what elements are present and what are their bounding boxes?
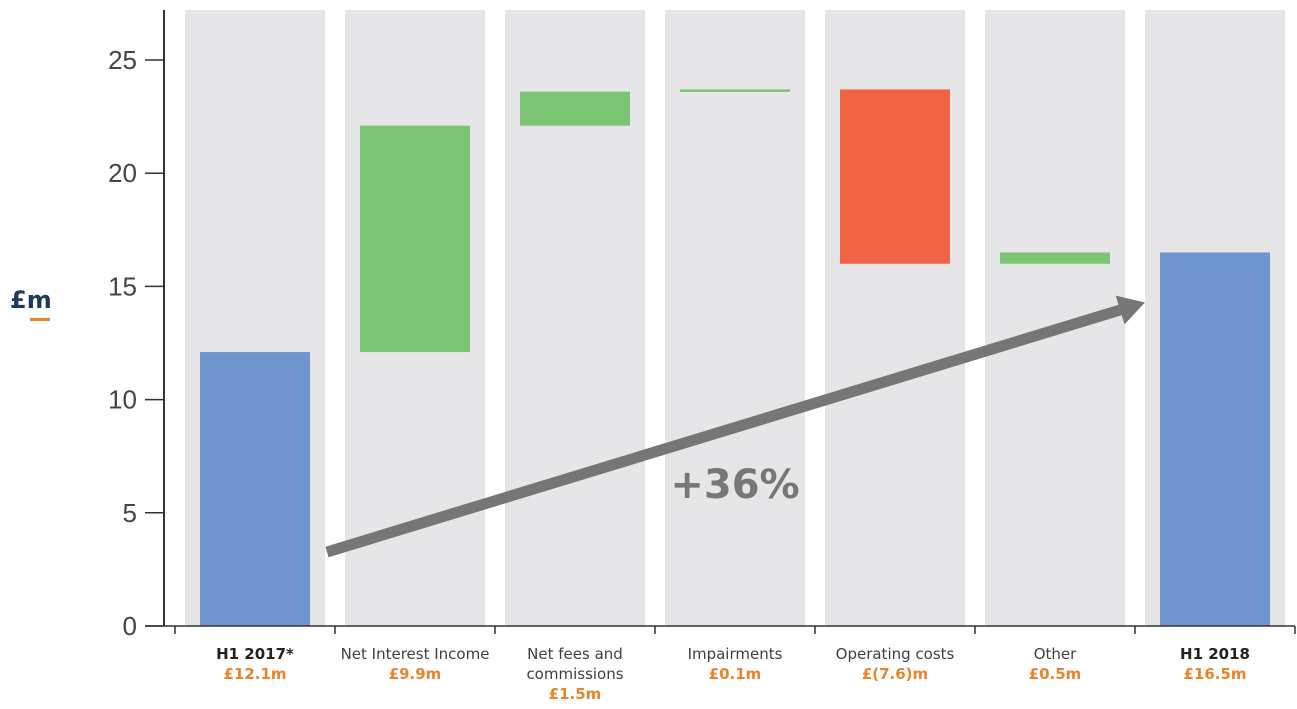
y-tick-label: 20 <box>108 158 137 188</box>
category-name: Impairments <box>687 645 783 663</box>
bar-increase <box>680 89 790 92</box>
category-label: Impairments £0.1m <box>660 644 810 684</box>
bar-total <box>1160 252 1270 626</box>
y-tick-label: 0 <box>123 611 137 641</box>
category-value: £0.1m <box>708 665 762 683</box>
category-name: Operating costs <box>835 645 955 663</box>
growth-arrow-shaft <box>325 304 1122 558</box>
category-name: Net fees and commissions <box>526 645 624 683</box>
column-background <box>665 10 805 626</box>
y-axis-unit-label: £m <box>10 286 52 314</box>
category-value: £1.5m <box>548 685 602 703</box>
category-label: Net Interest Income £9.9m <box>340 644 490 684</box>
category-name: H1 2018 <box>1180 645 1250 663</box>
y-axis-unit-underline <box>30 318 50 321</box>
y-tick-label: 10 <box>108 385 137 415</box>
category-name: Net Interest Income <box>340 645 490 663</box>
category-label: H1 2017* £12.1m <box>180 644 330 684</box>
bar-increase <box>520 91 630 126</box>
growth-arrow-head <box>1115 295 1145 325</box>
y-tick-label: 25 <box>108 45 137 75</box>
growth-annotation: +36% <box>670 462 800 508</box>
bar-increase <box>360 125 470 353</box>
y-tick-label: 15 <box>108 271 137 301</box>
category-label: Net fees and commissions £1.5m <box>500 644 650 704</box>
category-name: H1 2017* <box>216 645 294 663</box>
category-name: Other <box>1033 645 1077 663</box>
category-value: £9.9m <box>388 665 442 683</box>
category-value: £0.5m <box>1028 665 1082 683</box>
category-value: £16.5m <box>1183 665 1247 683</box>
bar-decrease <box>840 89 950 264</box>
category-label: Operating costs £(7.6)m <box>820 644 970 684</box>
category-value: £(7.6)m <box>861 665 929 683</box>
category-label: Other £0.5m <box>980 644 1130 684</box>
category-label: H1 2018 £16.5m <box>1140 644 1290 684</box>
bar-total <box>200 352 310 626</box>
bar-increase <box>1000 252 1110 264</box>
category-value: £12.1m <box>223 665 287 683</box>
y-tick-label: 5 <box>123 498 137 528</box>
